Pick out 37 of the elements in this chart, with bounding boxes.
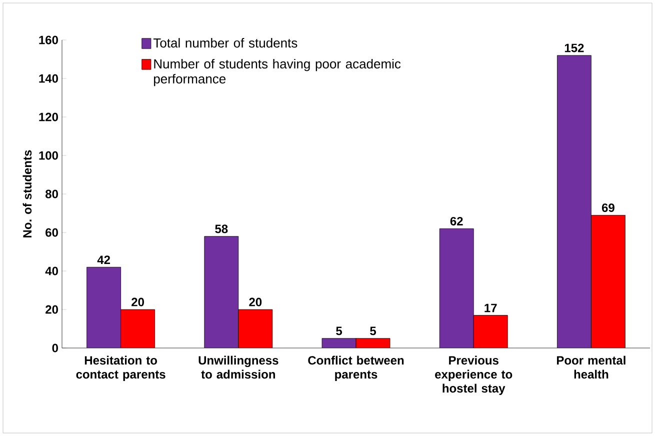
data-label: 42: [97, 256, 110, 264]
y-tick-label: 100: [39, 151, 58, 160]
x-tick-label: Unwillingness to admission: [198, 356, 278, 379]
y-tick-label: 160: [39, 36, 58, 44]
legend-label: Number of students having poor academic performance: [154, 58, 401, 86]
data-label: 17: [484, 304, 497, 312]
x-tick-label: Hesitation to contact parents: [76, 356, 166, 381]
y-tick-label: 60: [46, 228, 58, 237]
y-tick-label: 120: [39, 112, 58, 122]
y-tick-label: 140: [39, 74, 58, 83]
bar: [474, 315, 508, 348]
y-tick-label: 20: [46, 305, 58, 314]
bar: [356, 338, 390, 348]
x-tick-label: Poor mental health: [557, 356, 626, 379]
bar: [86, 267, 121, 348]
bar: [440, 228, 474, 348]
x-tick-label: Previous experience to hostel stay: [435, 356, 512, 395]
bar: [557, 55, 592, 348]
bar: [204, 236, 238, 348]
data-label: 5: [336, 326, 342, 336]
y-tick-label: 0: [52, 344, 58, 352]
y-tick-label: 40: [45, 266, 58, 276]
data-label: 69: [602, 203, 614, 212]
data-label: 20: [249, 298, 262, 306]
bar: [120, 310, 155, 348]
data-label: 58: [215, 224, 228, 234]
x-tick-label: Conflict between parents: [308, 356, 404, 381]
bar: [322, 338, 356, 348]
y-axis-title: No. of students: [22, 150, 32, 238]
data-label: 152: [564, 44, 584, 52]
bar: [591, 214, 626, 348]
data-label: 20: [132, 298, 144, 306]
data-label: 62: [450, 216, 463, 226]
y-tick-label: 80: [45, 190, 58, 198]
data-label: 5: [370, 326, 376, 336]
bar: [238, 310, 272, 348]
legend-label: Total number of students: [153, 38, 298, 48]
